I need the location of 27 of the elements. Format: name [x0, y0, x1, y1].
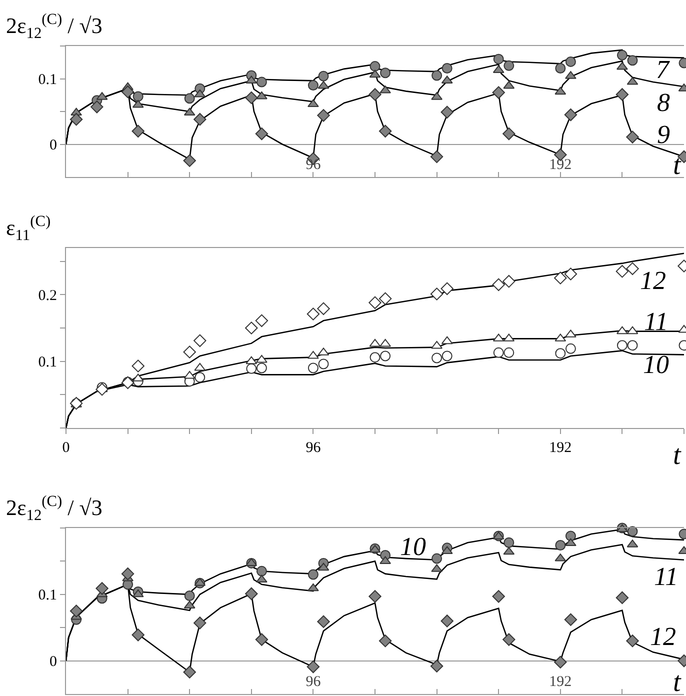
- y-tick-label: 0: [50, 654, 57, 670]
- series-label: 11: [644, 307, 668, 336]
- series-label: 10: [643, 350, 669, 379]
- x-tick-label: 96: [306, 674, 322, 690]
- series-label: 9: [657, 120, 670, 149]
- x-axis-title: t: [673, 440, 682, 471]
- x-tick-label: 96: [306, 440, 322, 456]
- x-axis-title: t: [673, 667, 682, 696]
- y-tick-label: 0.1: [38, 72, 57, 88]
- x-tick-label: 0: [62, 440, 70, 456]
- series-label: 11: [654, 562, 678, 591]
- x-tick-label: 192: [549, 674, 572, 690]
- series-label: 12: [650, 622, 676, 651]
- series-label: 10: [400, 532, 426, 561]
- y-tick-label: 0.1: [38, 588, 57, 604]
- y-axis-title: 2ε$_{12}$$^{(C)}$ / √3: [6, 11, 102, 42]
- y-tick-label: 0: [50, 138, 57, 154]
- y-tick-label: 0.1: [38, 354, 57, 371]
- x-tick-label: 192: [549, 157, 572, 173]
- x-tick-label: 192: [549, 440, 572, 456]
- series-label: 7: [656, 55, 670, 84]
- series-label: 12: [640, 266, 666, 295]
- y-tick-label: 0.2: [38, 288, 57, 304]
- x-axis-title: t: [673, 150, 682, 181]
- series-label: 8: [657, 88, 670, 117]
- y-axis-title: 2ε$_{12}$$^{(C)}$ / √3: [6, 493, 102, 524]
- x-tick-label: 96: [306, 157, 322, 173]
